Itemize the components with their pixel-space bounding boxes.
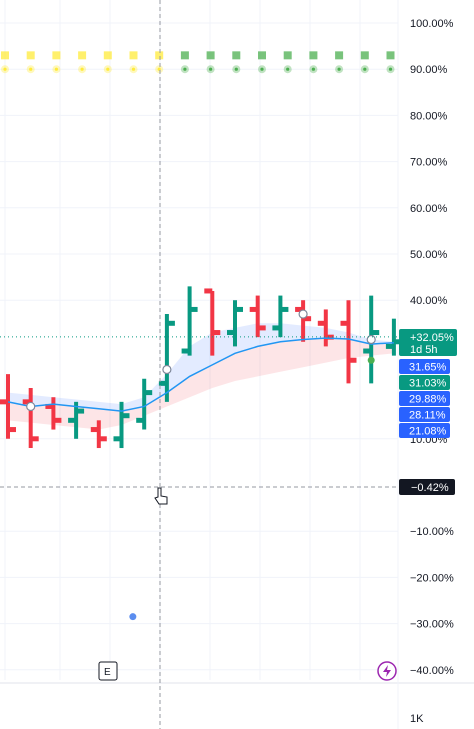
price-tag-label: 29.88% — [409, 394, 447, 406]
hand-cursor-icon — [154, 487, 168, 505]
signal-dot-center — [106, 67, 110, 71]
last-price-label: +32.05% — [410, 332, 454, 344]
y-tick-label: −30.00% — [410, 619, 454, 631]
signal-dot-center — [3, 67, 7, 71]
ohlc-bar — [340, 300, 357, 384]
y-tick-label: 50.00% — [410, 249, 448, 261]
earnings-marker[interactable]: E — [98, 661, 118, 681]
ohlc-bar — [45, 397, 62, 430]
ohlc-bar — [181, 286, 198, 356]
y-tick-label: −40.00% — [410, 665, 454, 677]
signal-square — [78, 51, 87, 60]
extra-points — [129, 356, 375, 621]
ohlc-bar — [204, 288, 221, 356]
y-tick-label: −20.00% — [410, 572, 454, 584]
signal-square — [103, 51, 112, 60]
signal-square — [129, 51, 138, 60]
y-tick-label: 40.00% — [410, 295, 448, 307]
extra-point — [129, 613, 137, 621]
signal-dot-center — [337, 67, 341, 71]
signal-square — [155, 51, 164, 60]
price-tag — [399, 407, 450, 422]
y-tick-label: 70.00% — [410, 157, 448, 169]
ohlc-bar — [272, 295, 289, 338]
ma-marker — [26, 401, 36, 412]
signal-square — [386, 51, 395, 60]
earnings-marker-label: E — [104, 667, 111, 678]
ohlc-bar — [68, 401, 85, 439]
ohlc-bar — [22, 387, 39, 449]
ohlc-bars — [0, 286, 402, 449]
price-tag — [399, 375, 450, 390]
ohlc-bar — [113, 401, 130, 449]
signal-square — [180, 51, 189, 60]
crosshair-tag — [399, 478, 455, 495]
ohlc-bar — [136, 378, 153, 430]
hand-cursor-shape — [154, 487, 168, 505]
band-lower — [8, 338, 394, 430]
price-tag-label: 31.03% — [409, 378, 447, 390]
y-tick-label: 100.00% — [410, 18, 454, 30]
signal-dot-center — [311, 67, 315, 71]
extra-point — [367, 356, 375, 364]
signal-square — [309, 51, 318, 60]
signal-dot-center — [29, 67, 33, 71]
last-price-tag — [399, 329, 457, 356]
signal-dot-center — [80, 67, 84, 71]
signal-square — [206, 51, 215, 60]
signal-square — [26, 51, 35, 60]
ohlc-bar — [90, 420, 107, 449]
price-tags: +32.05%1d 5h 31.65% 31.03% 29.88% 28.11% 21.0… — [399, 329, 457, 495]
y-tick-label: 90.00% — [410, 64, 448, 76]
signal-square — [283, 51, 292, 60]
band-upper — [8, 323, 394, 412]
bottom-markers: E — [98, 661, 397, 681]
ohlc-bar — [158, 314, 175, 402]
signal-dot-center — [363, 67, 367, 71]
ma-marker — [298, 309, 308, 319]
signal-square — [258, 51, 266, 60]
signal-square — [335, 51, 344, 60]
y-tick-label: −10.00% — [410, 526, 454, 538]
crosshair — [0, 0, 398, 729]
ma-marker — [366, 334, 376, 345]
ma-line — [7, 337, 394, 412]
signal-dot-center — [388, 67, 393, 71]
moving-average — [7, 309, 394, 412]
signal-dot-center — [209, 67, 213, 71]
signal-dot-center — [286, 67, 290, 71]
signal-dot-center — [131, 67, 136, 71]
signal-square — [232, 51, 241, 60]
bands — [8, 323, 394, 430]
signal-dot-center — [183, 67, 187, 71]
earnings-marker-box — [98, 661, 118, 681]
y-tick-label: 60.00% — [410, 203, 448, 215]
signal-square — [360, 51, 369, 60]
ma-marker — [162, 364, 172, 375]
signal-square — [52, 51, 61, 60]
lightning-icon[interactable] — [377, 661, 397, 681]
signal-rows — [1, 51, 395, 74]
ohlc-bar — [295, 300, 312, 342]
price-tag — [399, 359, 450, 374]
price-tag — [399, 423, 450, 438]
ohlc-bar — [227, 300, 243, 347]
y-tick-label: 80.00% — [410, 110, 448, 122]
signal-dot-center — [260, 67, 264, 71]
volume-axis-label: 1K — [410, 713, 424, 725]
signal-dot-center — [234, 67, 238, 71]
ohlc-bar — [249, 295, 266, 338]
price-tag — [399, 391, 450, 406]
price-tag-label: 21.08% — [409, 426, 447, 438]
lightning-icon-bolt — [383, 665, 391, 677]
ohlc-bar — [0, 374, 16, 439]
price-tag-label: 28.11% — [409, 410, 446, 422]
signal-square — [1, 51, 9, 60]
signal-dot-center — [54, 67, 59, 71]
crosshair-tag-label: −0.42% — [411, 482, 449, 494]
price-tag-label: 31.65% — [409, 362, 447, 374]
countdown-label: 1d 5h — [410, 344, 438, 356]
